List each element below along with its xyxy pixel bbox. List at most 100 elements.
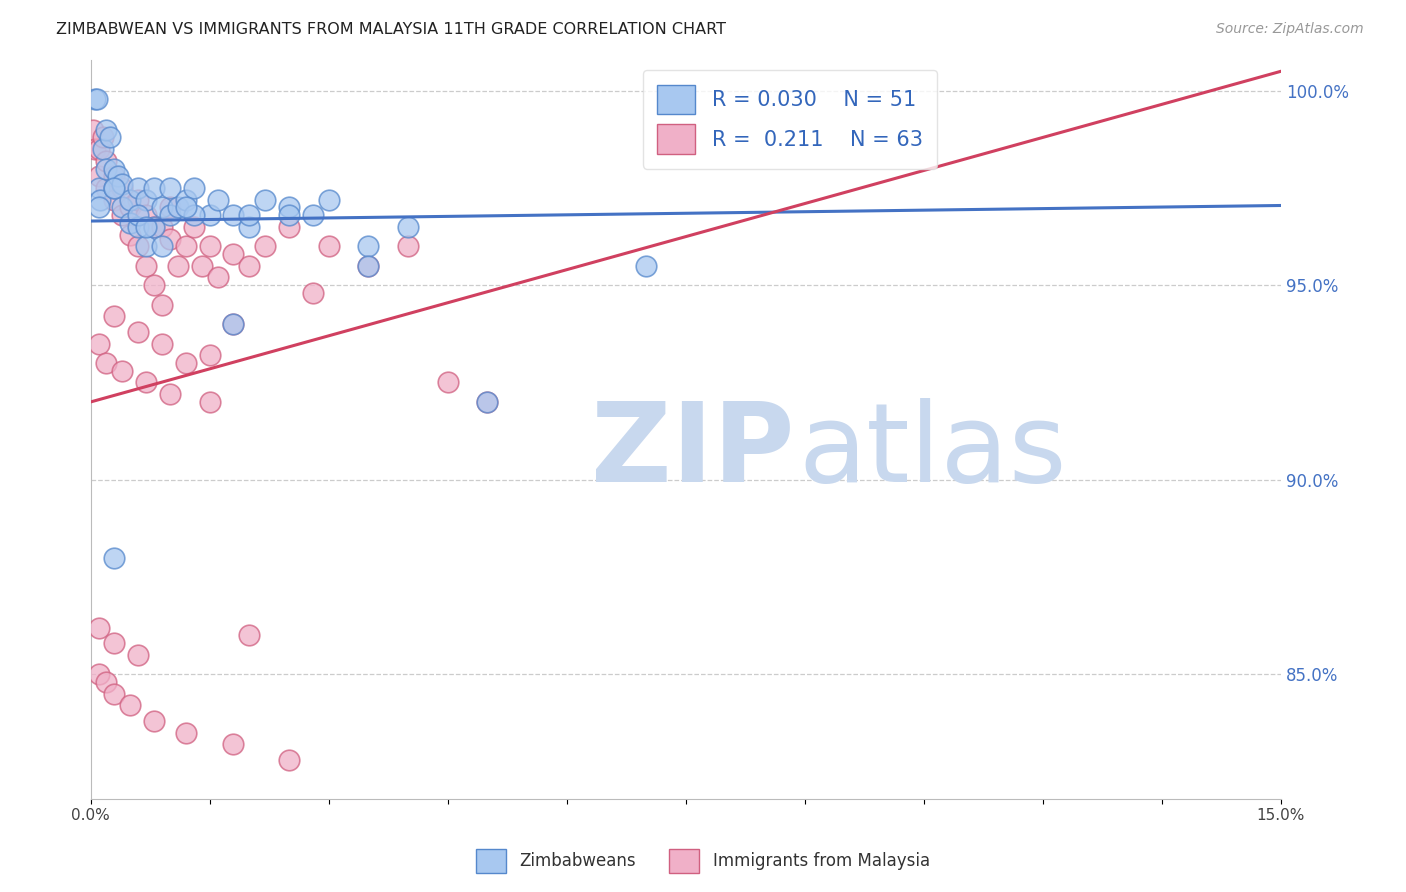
Point xyxy=(96,675,118,690)
Point xyxy=(254,193,277,207)
Point xyxy=(318,193,340,207)
Point xyxy=(174,725,197,739)
Legend: R = 0.030    N = 51, R =  0.211    N = 63: R = 0.030 N = 51, R = 0.211 N = 63 xyxy=(643,70,938,169)
Point xyxy=(174,356,197,370)
Point xyxy=(135,193,157,207)
Y-axis label: 11th Grade: 11th Grade xyxy=(0,386,7,473)
Point xyxy=(87,169,110,184)
Point xyxy=(222,317,245,331)
Point xyxy=(636,259,658,273)
Point xyxy=(89,193,111,207)
Point xyxy=(436,376,458,390)
Point xyxy=(238,259,260,273)
Point xyxy=(127,648,149,662)
Point xyxy=(111,181,134,195)
Point xyxy=(103,550,125,565)
Point xyxy=(96,153,118,168)
Text: ZIP: ZIP xyxy=(591,398,794,505)
Point xyxy=(174,201,197,215)
Point xyxy=(103,181,125,195)
Point xyxy=(96,122,118,136)
Point xyxy=(143,219,166,234)
Point xyxy=(174,239,197,253)
Point xyxy=(477,395,499,409)
Text: Source: ZipAtlas.com: Source: ZipAtlas.com xyxy=(1216,22,1364,37)
Point xyxy=(207,193,229,207)
Point xyxy=(278,753,301,767)
Point xyxy=(222,208,245,222)
Legend: Zimbabweans, Immigrants from Malaysia: Zimbabweans, Immigrants from Malaysia xyxy=(470,842,936,880)
Point xyxy=(83,142,105,156)
Point xyxy=(174,193,197,207)
Point xyxy=(278,201,301,215)
Point xyxy=(127,208,149,222)
Point xyxy=(82,122,104,136)
Point xyxy=(143,714,166,728)
Point xyxy=(86,91,108,105)
Point xyxy=(357,259,380,273)
Point xyxy=(127,181,149,195)
Point xyxy=(159,231,181,245)
Point xyxy=(222,317,245,331)
Point xyxy=(183,208,205,222)
Point xyxy=(238,208,260,222)
Point xyxy=(222,737,245,751)
Point xyxy=(167,259,190,273)
Point xyxy=(120,698,142,713)
Point xyxy=(91,130,114,145)
Point xyxy=(135,376,157,390)
Point xyxy=(357,239,380,253)
Point xyxy=(87,142,110,156)
Point xyxy=(159,201,181,215)
Point xyxy=(278,208,301,222)
Point xyxy=(198,348,221,362)
Point xyxy=(87,667,110,681)
Point xyxy=(111,364,134,378)
Point xyxy=(83,91,105,105)
Point xyxy=(150,298,173,312)
Point xyxy=(150,201,173,215)
Point xyxy=(96,356,118,370)
Point xyxy=(87,181,110,195)
Point xyxy=(150,219,173,234)
Point xyxy=(301,208,323,222)
Point xyxy=(127,325,149,339)
Point xyxy=(100,130,122,145)
Point xyxy=(120,227,142,242)
Point xyxy=(120,193,142,207)
Point xyxy=(198,239,221,253)
Point xyxy=(103,636,125,650)
Point xyxy=(120,216,142,230)
Point xyxy=(183,219,205,234)
Point xyxy=(127,239,149,253)
Text: atlas: atlas xyxy=(799,398,1067,505)
Point xyxy=(87,336,110,351)
Point xyxy=(96,161,118,176)
Point xyxy=(127,193,149,207)
Point xyxy=(396,219,419,234)
Point xyxy=(357,259,380,273)
Point xyxy=(111,201,134,215)
Point xyxy=(318,239,340,253)
Point xyxy=(103,193,125,207)
Point xyxy=(143,278,166,293)
Point xyxy=(159,208,181,222)
Point xyxy=(111,208,134,222)
Point xyxy=(301,285,323,300)
Point xyxy=(107,169,129,184)
Point xyxy=(103,310,125,324)
Point xyxy=(87,621,110,635)
Point xyxy=(198,395,221,409)
Point xyxy=(127,219,149,234)
Point xyxy=(183,181,205,195)
Point xyxy=(159,181,181,195)
Point xyxy=(103,687,125,701)
Point xyxy=(150,336,173,351)
Point xyxy=(396,239,419,253)
Point xyxy=(103,161,125,176)
Point xyxy=(135,239,157,253)
Point xyxy=(254,239,277,253)
Point xyxy=(238,628,260,642)
Point xyxy=(103,181,125,195)
Point xyxy=(207,270,229,285)
